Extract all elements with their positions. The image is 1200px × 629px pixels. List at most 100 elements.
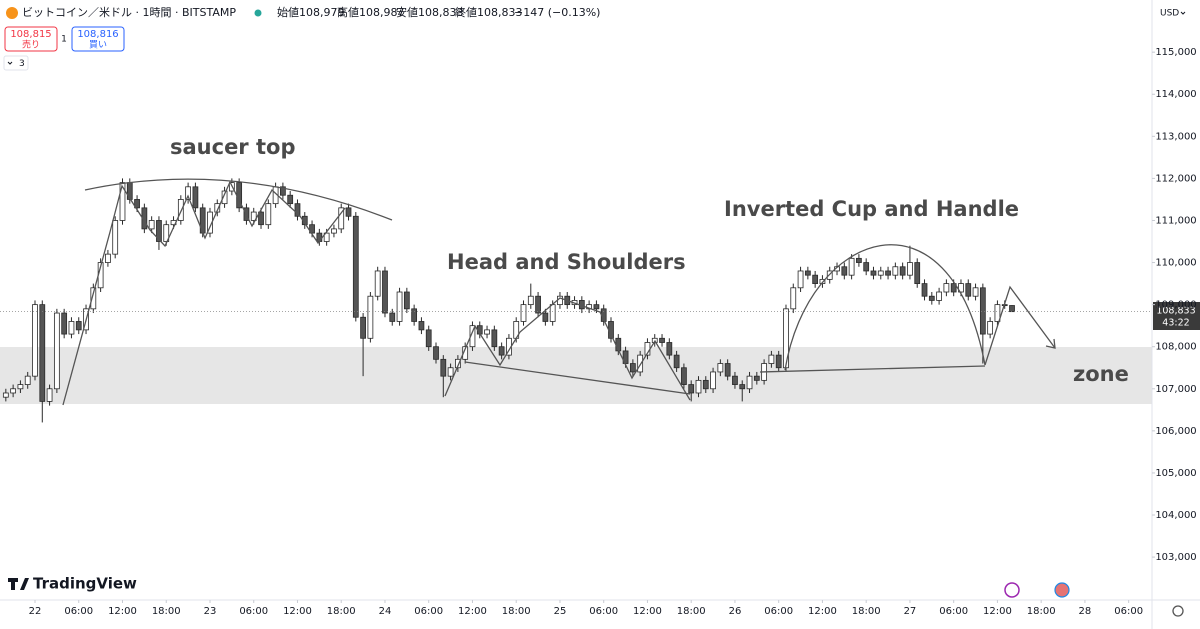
candle-body	[877, 270, 884, 276]
candle-body	[68, 321, 75, 335]
candle-body	[936, 291, 942, 301]
y-tick-label: 113,000	[1155, 131, 1196, 142]
y-tick-label: 108,000	[1155, 342, 1196, 353]
candle-body	[360, 316, 366, 339]
candle-body	[885, 270, 891, 276]
arrow-head	[1045, 338, 1056, 349]
candle-body	[53, 312, 60, 390]
x-tick-label: 18:00	[1027, 606, 1056, 617]
x-tick-label: 06:00	[64, 606, 93, 617]
ohlc-high: 高値108,987	[337, 5, 405, 19]
indicators-toggle[interactable]	[3, 55, 29, 71]
sell-price: 108,815	[10, 29, 51, 40]
candle-body	[280, 186, 286, 196]
candle-body	[433, 346, 439, 360]
x-tick-label: 06:00	[764, 606, 793, 617]
x-tick-label: 25	[554, 606, 567, 617]
x-tick-label: 27	[904, 606, 917, 617]
candle-body	[542, 312, 549, 322]
candle-body	[112, 220, 119, 255]
candle-body	[10, 388, 17, 394]
market-status	[254, 9, 262, 17]
candle-body	[425, 329, 432, 348]
candle-body	[928, 295, 935, 301]
y-tick-label: 103,000	[1155, 552, 1196, 563]
sell-button[interactable]	[4, 26, 58, 52]
buy-label: 買い	[89, 40, 107, 51]
settings-icon[interactable]	[1172, 605, 1184, 617]
candle-body	[527, 295, 534, 306]
candle-body	[549, 304, 556, 322]
annotation: zone	[1073, 362, 1129, 386]
x-tick-label: 06:00	[939, 606, 968, 617]
ohlc-low: 安値108,833	[396, 6, 464, 19]
candle-body	[462, 346, 469, 360]
candle-body	[250, 211, 257, 221]
candle-body	[702, 379, 709, 390]
quantity: 1	[61, 35, 67, 45]
candle-body	[491, 329, 498, 348]
candle-body	[32, 304, 38, 377]
x-tick-label: 18:00	[327, 606, 356, 617]
candle-body	[907, 262, 913, 276]
ohlc-open: 始値108,979	[277, 5, 345, 19]
last-price-tag	[1153, 302, 1200, 330]
candle-body	[768, 354, 775, 364]
candle-body	[629, 363, 636, 373]
candle-body	[637, 354, 644, 373]
candle-body	[804, 270, 811, 276]
candle-body	[39, 304, 46, 402]
candle-body	[753, 375, 760, 381]
symbol-title: ビットコイン／米ドル · 1時間 · BITSTAMP	[22, 6, 236, 19]
candle-body	[856, 257, 862, 263]
sell-label: 売り	[22, 39, 40, 51]
candle-body	[593, 304, 600, 310]
candle-body	[46, 388, 53, 402]
candle-body	[732, 375, 738, 385]
chevron	[7, 61, 13, 65]
candle-body	[841, 266, 848, 276]
candle-body	[717, 363, 724, 373]
candle-body	[498, 346, 505, 356]
y-tick-label: 111,000	[1155, 215, 1196, 226]
x-tick-label: 12:00	[458, 606, 487, 617]
zigzag-line	[62, 180, 346, 406]
drawings	[62, 178, 1056, 406]
logo-mark	[8, 578, 29, 590]
candle-body	[950, 283, 957, 293]
candle-body	[389, 312, 396, 322]
candle-body	[812, 274, 819, 284]
buy-button[interactable]	[71, 26, 125, 52]
x-tick-label: 06:00	[1114, 606, 1143, 617]
chevron	[1180, 11, 1186, 15]
candle-body	[156, 220, 162, 242]
candle-body	[403, 291, 410, 310]
candle-body	[899, 266, 906, 276]
currency[interactable]: USD	[1160, 9, 1179, 19]
y-tick-label: 114,000	[1155, 89, 1196, 100]
candle-body	[659, 337, 665, 343]
event-icon[interactable]	[1004, 582, 1020, 598]
candle-body	[724, 363, 731, 377]
btc-icon	[6, 7, 18, 19]
candle-body	[914, 262, 921, 284]
x-tick-label: 12:00	[633, 606, 662, 617]
candle-body	[126, 182, 133, 200]
candle-body	[848, 257, 855, 276]
candle-body	[323, 232, 330, 242]
candle-body	[90, 287, 97, 310]
x-tick-label: 06:00	[414, 606, 443, 617]
x-tick-label: 18:00	[677, 606, 706, 617]
candle-body	[265, 203, 272, 226]
flag-icon[interactable]	[1054, 582, 1070, 598]
x-tick-label: 18:00	[852, 606, 881, 617]
candle-body	[258, 211, 264, 226]
candle-body	[943, 283, 950, 293]
buy-price: 108,816	[77, 29, 118, 40]
candle-body	[75, 321, 82, 331]
candle-body	[921, 283, 928, 297]
candle-body	[345, 207, 352, 217]
candle-body	[338, 207, 345, 230]
candle-body	[520, 304, 527, 322]
